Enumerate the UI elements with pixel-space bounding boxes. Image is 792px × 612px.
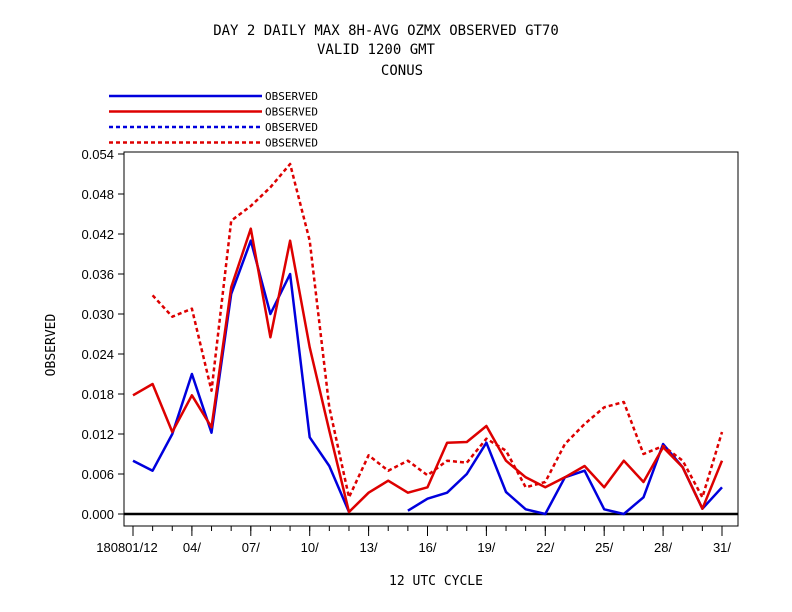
- y-tick-label: 0.000: [81, 507, 114, 522]
- y-tick-label: 0.012: [81, 427, 114, 442]
- legend-item: OBSERVED: [109, 137, 318, 150]
- series-layer: [132, 162, 724, 516]
- x-tick-label: 31/: [713, 540, 731, 555]
- y-tick-label: 0.006: [81, 467, 114, 482]
- series-line: [151, 162, 724, 499]
- plot-area: [123, 151, 739, 527]
- series-4: [151, 162, 724, 499]
- x-tick-label: 19/: [477, 540, 495, 555]
- x-tick-label: 180801/12: [96, 540, 157, 555]
- x-tick-label: 28/: [654, 540, 672, 555]
- x-axis: 180801/12 04/07/10/13/16/19/22/25/28/31/: [96, 512, 738, 555]
- y-axis-label: OBSERVED: [44, 314, 59, 377]
- legend-item: OBSERVED: [109, 106, 318, 119]
- series-2: [132, 227, 724, 514]
- series-line: [132, 227, 724, 514]
- legend-item: OBSERVED: [109, 121, 318, 134]
- y-tick-label: 0.048: [81, 187, 114, 202]
- y-tick-label: 0.036: [81, 267, 114, 282]
- y-axis: 0.000 0.006 0.012 0.018 0.024 0.030 0.036 0.042…: [81, 147, 124, 522]
- chart-title-line-2: VALID 1200 GMT: [317, 42, 436, 58]
- series-line: [132, 239, 351, 513]
- y-tick-label: 0.024: [81, 347, 114, 362]
- legend-label: OBSERVED: [265, 121, 318, 134]
- x-tick-label: 13/: [360, 540, 378, 555]
- legend-label: OBSERVED: [265, 137, 318, 150]
- x-tick-label: 25/: [595, 540, 613, 555]
- legend: OBSERVED OBSERVED OBSERVED OBSERVED: [109, 90, 318, 150]
- x-tick-label: 04/: [183, 540, 201, 555]
- legend-label: OBSERVED: [265, 106, 318, 119]
- x-tick-label: 16/: [418, 540, 436, 555]
- chart-title: DAY 2 DAILY MAX 8H-AVG OZMX OBSERVED GT7…: [213, 23, 559, 79]
- chart-title-line-1: DAY 2 DAILY MAX 8H-AVG OZMX OBSERVED GT7…: [213, 23, 559, 39]
- y-tick-label: 0.030: [81, 307, 114, 322]
- x-axis-label: 12 UTC CYCLE: [389, 574, 483, 589]
- y-tick-label: 0.018: [81, 387, 114, 402]
- y-tick-label: 0.054: [81, 147, 114, 162]
- legend-label: OBSERVED: [265, 90, 318, 103]
- x-tick-label: 22/: [536, 540, 554, 555]
- x-tick-label: 07/: [242, 540, 260, 555]
- legend-item: OBSERVED: [109, 90, 318, 103]
- x-tick-label: 10/: [301, 540, 319, 555]
- chart-title-line-3: CONUS: [381, 63, 423, 79]
- y-tick-label: 0.042: [81, 227, 114, 242]
